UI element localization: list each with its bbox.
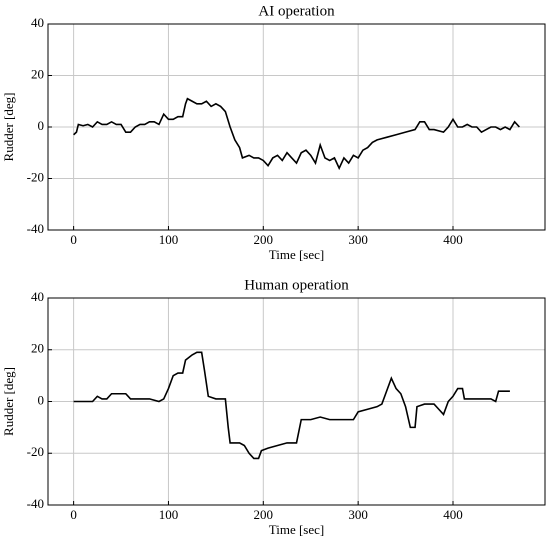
- x-tick-label: 0: [70, 507, 77, 522]
- x-tick-label: 200: [254, 232, 274, 247]
- y-tick-label: 20: [31, 341, 44, 356]
- x-tick-label: 200: [254, 507, 274, 522]
- y-tick-label: 20: [31, 66, 44, 81]
- y-tick-label: -40: [27, 496, 44, 511]
- y-tick-label: 0: [38, 392, 45, 407]
- x-tick-label: 300: [348, 507, 368, 522]
- x-tick-label: 400: [443, 507, 463, 522]
- x-axis-label: Time [sec]: [269, 247, 325, 262]
- chart-title: Human operation: [244, 277, 349, 293]
- chart-title: AI operation: [258, 3, 335, 19]
- x-tick-label: 300: [348, 232, 368, 247]
- y-tick-label: 0: [38, 118, 45, 133]
- data-line: [73, 351, 510, 460]
- plot-frame: [47, 297, 546, 506]
- y-axis-label: Rudder [deg]: [1, 93, 16, 162]
- x-tick-label: 0: [70, 232, 77, 247]
- x-tick-label: 100: [159, 507, 179, 522]
- data-line: [73, 97, 520, 171]
- plot-frame: [47, 23, 546, 231]
- y-tick-label: -20: [27, 444, 44, 459]
- y-tick-label: 40: [31, 15, 44, 30]
- y-tick-label: -20: [27, 169, 44, 184]
- x-tick-label: 100: [159, 232, 179, 247]
- y-tick-label: -40: [27, 221, 44, 236]
- x-tick-label: 400: [443, 232, 463, 247]
- y-axis-label: Rudder [deg]: [1, 367, 16, 436]
- x-axis-label: Time [sec]: [269, 522, 325, 537]
- y-tick-label: 40: [31, 289, 44, 304]
